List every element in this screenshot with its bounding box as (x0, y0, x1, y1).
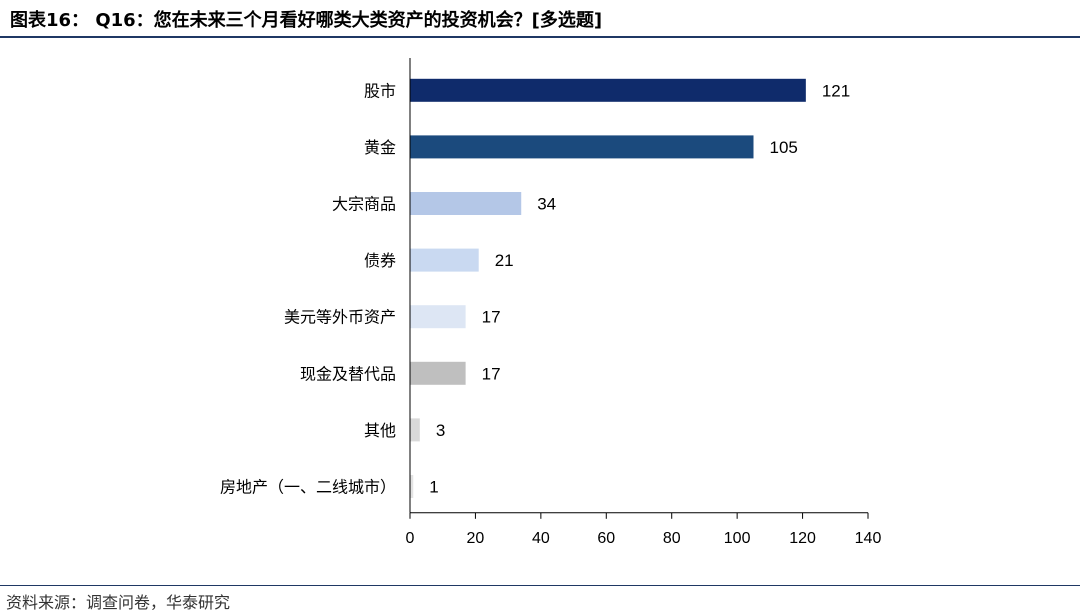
x-tick-label: 40 (532, 530, 550, 547)
source-note: 资料来源：调查问卷，华泰研究 (6, 593, 231, 612)
x-tick-label: 100 (724, 530, 751, 547)
bar (410, 135, 754, 159)
category-label: 房地产（一、二线城市） (220, 478, 396, 497)
category-label: 美元等外币资产 (284, 308, 396, 327)
category-label: 大宗商品 (332, 195, 396, 214)
x-tick-label: 20 (467, 530, 485, 547)
data-label: 1 (429, 478, 438, 497)
data-label: 121 (822, 81, 850, 100)
category-label: 其他 (364, 421, 396, 440)
bar (410, 248, 479, 272)
bar (410, 192, 522, 215)
footer-divider (0, 585, 1080, 586)
data-label: 3 (436, 421, 445, 440)
bar-chart: 股市 121 黄金 105 大宗商品 34 债券 21 美元等外币资产 17 现金及替代品 17 其他 3… (220, 58, 882, 547)
x-tick-label: 80 (663, 530, 681, 547)
x-tick-label: 0 (406, 530, 415, 547)
data-label: 17 (482, 308, 501, 327)
bar (410, 418, 420, 442)
category-label: 黄金 (364, 138, 396, 157)
bar (410, 361, 466, 385)
bar (410, 78, 806, 102)
chart-title: 图表16： Q16：您在未来三个月看好哪类大类资产的投资机会？[多选题] (10, 10, 603, 31)
title-divider (0, 36, 1080, 38)
x-tick-label: 140 (855, 530, 882, 547)
data-label: 17 (482, 364, 501, 383)
bar (410, 305, 466, 329)
x-tick-label: 60 (597, 530, 615, 547)
category-label: 债券 (364, 251, 396, 270)
data-label: 105 (770, 138, 798, 157)
category-label: 股市 (364, 81, 396, 100)
x-tick-label: 120 (789, 530, 816, 547)
data-label: 34 (537, 195, 556, 214)
bar (410, 475, 414, 498)
category-label: 现金及替代品 (300, 364, 396, 383)
data-label: 21 (495, 251, 514, 270)
